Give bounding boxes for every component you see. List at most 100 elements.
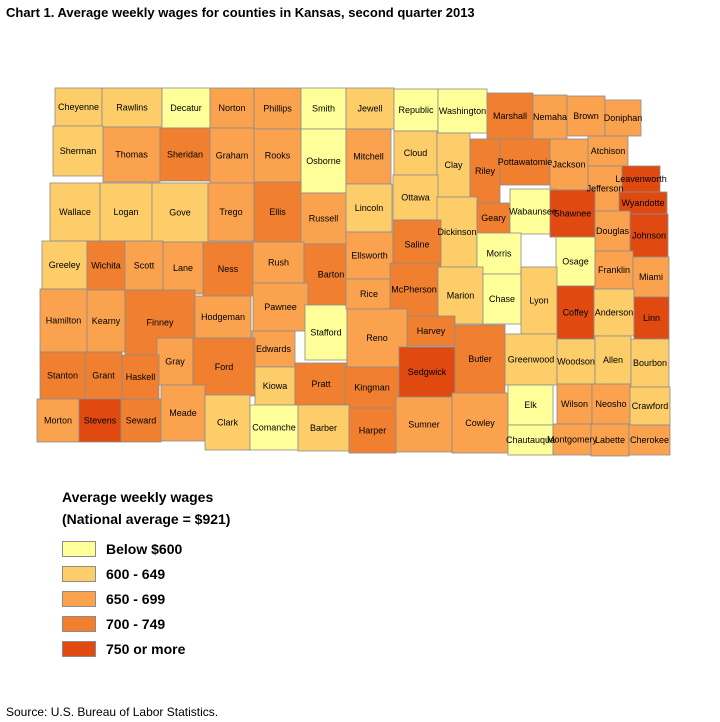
county-label-pawnee: Pawnee: [264, 302, 297, 312]
county-label-woodson: Woodson: [557, 357, 595, 367]
county-label-anderson: Anderson: [595, 308, 634, 318]
county-label-rice: Rice: [360, 289, 378, 299]
county-morton: [36, 398, 80, 443]
county-label-butler: Butler: [468, 354, 492, 364]
county-label-greenwood: Greenwood: [508, 355, 555, 365]
county-lane: [162, 241, 204, 295]
county-label-ellsworth: Ellsworth: [351, 251, 388, 261]
county-label-cloud: Cloud: [404, 148, 428, 158]
county-grant: [84, 351, 123, 400]
county-label-bourbon: Bourbon: [633, 358, 667, 368]
county-label-harper: Harper: [359, 426, 387, 436]
county-label-gove: Gove: [169, 208, 191, 218]
county-label-crawford: Crawford: [632, 401, 669, 411]
county-label-franklin: Franklin: [598, 265, 630, 275]
county-label-rooks: Rooks: [265, 151, 291, 161]
county-label-ottawa: Ottawa: [401, 193, 430, 203]
legend-subtitle: (National average = $921): [62, 511, 231, 527]
county-label-riley: Riley: [475, 166, 496, 176]
legend-item: 750 or more: [62, 636, 230, 661]
county-label-rush: Rush: [268, 258, 289, 268]
county-label-rawlins: Rawlins: [116, 103, 148, 113]
county-franklin: [594, 250, 634, 290]
county-label-hodgeman: Hodgeman: [201, 312, 245, 322]
county-trego: [207, 182, 255, 242]
county-label-nemaha: Nemaha: [533, 112, 567, 122]
county-comanche: [249, 404, 299, 451]
county-rooks: [253, 128, 302, 183]
county-label-scott: Scott: [134, 261, 155, 271]
county-label-ford: Ford: [215, 362, 234, 372]
county-harper: [348, 407, 397, 454]
county-label-haskell: Haskell: [126, 372, 156, 382]
county-clay: [436, 132, 471, 198]
county-label-saline: Saline: [404, 240, 429, 250]
county-label-jefferson: Jefferson: [587, 184, 624, 194]
county-chautauqua: [507, 424, 554, 456]
county-cherokee: [628, 424, 671, 456]
county-hodgeman: [194, 295, 252, 339]
county-label-leavenworth: Leavenworth: [615, 174, 667, 184]
county-harvey: [406, 315, 456, 347]
county-label-doniphan: Doniphan: [604, 113, 643, 123]
county-bourbon: [630, 338, 670, 388]
county-label-marshall: Marshall: [493, 111, 527, 121]
county-wabaunsee: [509, 188, 557, 235]
county-label-sumner: Sumner: [408, 420, 440, 430]
county-label-phillips: Phillips: [263, 104, 292, 114]
county-label-norton: Norton: [218, 103, 245, 113]
county-label-jackson: Jackson: [552, 160, 585, 170]
chart-title: Chart 1. Average weekly wages for counti…: [6, 5, 475, 20]
county-label-wichita: Wichita: [91, 261, 121, 271]
county-label-seward: Seward: [126, 416, 157, 426]
legend-item: 600 - 649: [62, 561, 230, 586]
county-reno: [346, 308, 408, 368]
legend-item: 650 - 699: [62, 586, 230, 611]
legend-label: 700 - 749: [106, 615, 166, 632]
county-leavenworth: [621, 165, 661, 193]
legend-label: Below $600: [106, 540, 183, 557]
county-label-jewell: Jewell: [357, 104, 382, 114]
county-washington: [437, 88, 488, 134]
legend-label: 650 - 699: [106, 590, 166, 607]
county-label-osage: Osage: [562, 257, 589, 267]
legend: Average weekly wages (National average =…: [62, 486, 230, 661]
county-label-pratt: Pratt: [311, 379, 331, 389]
county-doniphan: [604, 99, 642, 137]
county-republic: [393, 88, 439, 132]
county-label-labette: Labette: [595, 435, 625, 445]
county-label-elk: Elk: [524, 400, 537, 410]
county-label-geary: Geary: [481, 213, 506, 223]
county-label-wilson: Wilson: [561, 399, 588, 409]
county-wallace: [49, 182, 101, 242]
county-label-morton: Morton: [44, 416, 72, 426]
county-miami: [632, 256, 670, 298]
county-lincoln: [345, 183, 393, 233]
county-label-stafford: Stafford: [310, 328, 341, 338]
county-label-thomas: Thomas: [115, 150, 148, 160]
county-label-russell: Russell: [309, 214, 339, 224]
county-label-neosho: Neosho: [595, 399, 626, 409]
county-label-clay: Clay: [444, 160, 463, 170]
county-label-johnson: Johnson: [632, 231, 666, 241]
county-dickinson: [436, 196, 478, 268]
county-label-osborne: Osborne: [306, 156, 341, 166]
county-label-sheridan: Sheridan: [167, 150, 203, 160]
county-gove: [151, 182, 209, 243]
county-ellis: [253, 181, 302, 243]
county-brown: [566, 95, 606, 137]
county-elk: [507, 384, 554, 426]
county-rush: [252, 241, 305, 284]
county-kiowa: [254, 366, 296, 406]
county-morris: [476, 232, 522, 275]
county-label-stanton: Stanton: [47, 371, 78, 381]
county-sherman: [52, 125, 104, 177]
county-label-logan: Logan: [113, 207, 138, 217]
legend-item: 700 - 749: [62, 611, 230, 636]
county-label-shawnee: Shawnee: [554, 209, 592, 219]
county-phillips: [253, 87, 302, 130]
legend-swatch: [62, 565, 96, 582]
county-label-kingman: Kingman: [354, 383, 390, 393]
county-clark: [204, 394, 251, 451]
county-crawford: [629, 386, 671, 426]
